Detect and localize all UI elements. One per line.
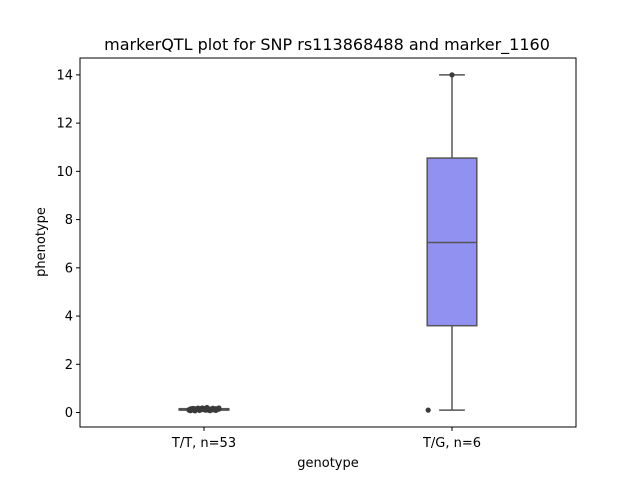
- y-tick-label: 4: [65, 310, 73, 325]
- x-tick-label: T/G, n=6: [422, 436, 481, 451]
- y-tick-label: 2: [65, 358, 73, 373]
- data-point: [425, 407, 431, 413]
- y-axis-label: phenotype: [34, 207, 49, 277]
- y-tick-label: 12: [56, 117, 73, 132]
- data-point: [205, 406, 212, 412]
- y-tick-label: 0: [65, 406, 73, 421]
- data-point: [196, 407, 203, 413]
- box-group: [178, 404, 230, 414]
- y-tick-label: 14: [56, 68, 73, 83]
- chart-title: markerQTL plot for SNP rs113868488 and m…: [104, 35, 550, 55]
- y-tick-label: 6: [65, 261, 73, 276]
- data-point: [213, 407, 219, 413]
- plot-area: [79, 57, 577, 428]
- box-group: [425, 72, 478, 413]
- box-plot-series: [178, 72, 478, 414]
- y-axis: 0 2 4 6 8 10 12 14: [56, 68, 80, 421]
- x-axis-label: genotype: [297, 456, 358, 471]
- data-point: [449, 72, 455, 78]
- x-axis: T/T, n=53 T/G, n=6: [171, 427, 481, 451]
- x-tick-label: T/T, n=53: [171, 436, 236, 451]
- y-tick-label: 8: [65, 213, 73, 228]
- y-tick-label: 10: [56, 165, 73, 180]
- data-point: [189, 406, 195, 412]
